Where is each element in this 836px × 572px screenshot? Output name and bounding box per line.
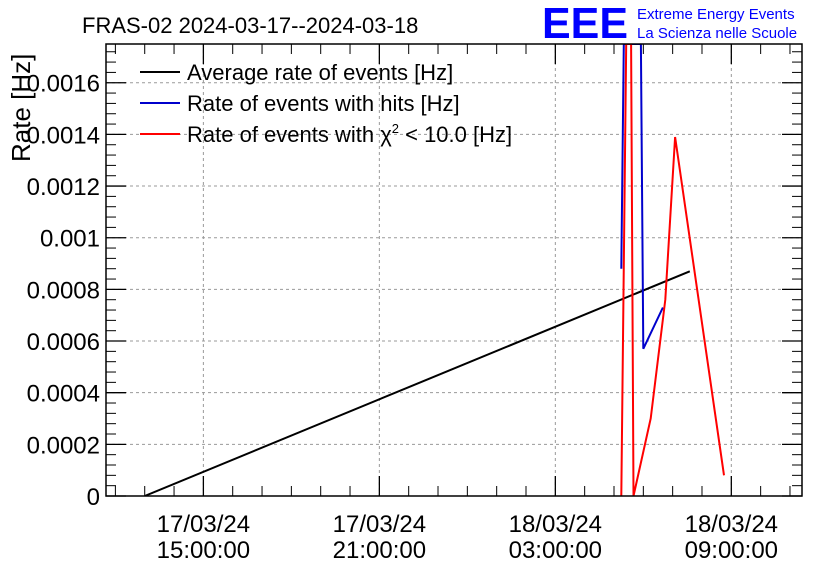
ticks bbox=[106, 44, 802, 497]
legend-label-chi2: Rate of events with χ2 < 10.0 [Hz] bbox=[187, 121, 512, 147]
legend-chi2-sup: 2 bbox=[392, 121, 399, 136]
y-tick-label: 0.0016 bbox=[27, 71, 100, 98]
series-layer bbox=[144, 44, 725, 496]
eee-logo-mark: EEE bbox=[542, 0, 628, 48]
legend-chi2-tail: < 10.0 [Hz] bbox=[399, 122, 512, 147]
x-tick-labels: 17/03/2415:00:0017/03/2421:00:0018/03/24… bbox=[157, 511, 778, 564]
y-tick-label: 0.001 bbox=[40, 226, 100, 253]
x-tick-label-date: 18/03/24 bbox=[509, 511, 602, 538]
series-average-line bbox=[144, 270, 691, 496]
y-tick-label: 0.0014 bbox=[27, 122, 100, 149]
legend-label-hits: Rate of events with hits [Hz] bbox=[187, 91, 460, 116]
legend-chi2-text: Rate of events with χ bbox=[187, 122, 392, 147]
grid bbox=[106, 44, 802, 496]
x-tick-label-date: 17/03/24 bbox=[333, 511, 426, 538]
y-tick-label: 0 bbox=[87, 484, 100, 511]
eee-logo-line1: Extreme Energy Events bbox=[637, 6, 795, 23]
eee-logo: EEE Extreme Energy Events La Scienza nel… bbox=[542, 0, 797, 48]
y-tick-label: 0.0002 bbox=[27, 432, 100, 459]
y-tick-labels: 0 0.0002 0.0004 0.0006 0.0008 0.001 0.0012 0.00… bbox=[27, 71, 100, 511]
y-tick-label: 0.0012 bbox=[27, 174, 100, 201]
legend: Average rate of events [Hz] Rate of even… bbox=[140, 60, 512, 147]
x-tick-label-time: 09:00:00 bbox=[685, 537, 778, 564]
y-axis-label: Rate [Hz] bbox=[6, 54, 36, 162]
x-tick-label-time: 15:00:00 bbox=[157, 537, 250, 564]
y-tick-label: 0.0004 bbox=[27, 381, 100, 408]
chart-title: FRAS-02 2024-03-17--2024-03-18 bbox=[82, 13, 418, 38]
legend-label-average: Average rate of events [Hz] bbox=[187, 60, 453, 85]
x-tick-label-time: 03:00:00 bbox=[509, 537, 602, 564]
series-chi2-line bbox=[620, 44, 725, 496]
plot-frame bbox=[105, 43, 803, 497]
y-tick-label: 0.0008 bbox=[27, 277, 100, 304]
y-tick-label: 0.0006 bbox=[27, 329, 100, 356]
x-tick-label-time: 21:00:00 bbox=[333, 537, 426, 564]
series-hits-line bbox=[620, 44, 664, 350]
eee-logo-line2: La Scienza nelle Scuole bbox=[637, 25, 797, 42]
x-tick-label-date: 17/03/24 bbox=[157, 511, 250, 538]
x-tick-label-date: 18/03/24 bbox=[685, 511, 778, 538]
